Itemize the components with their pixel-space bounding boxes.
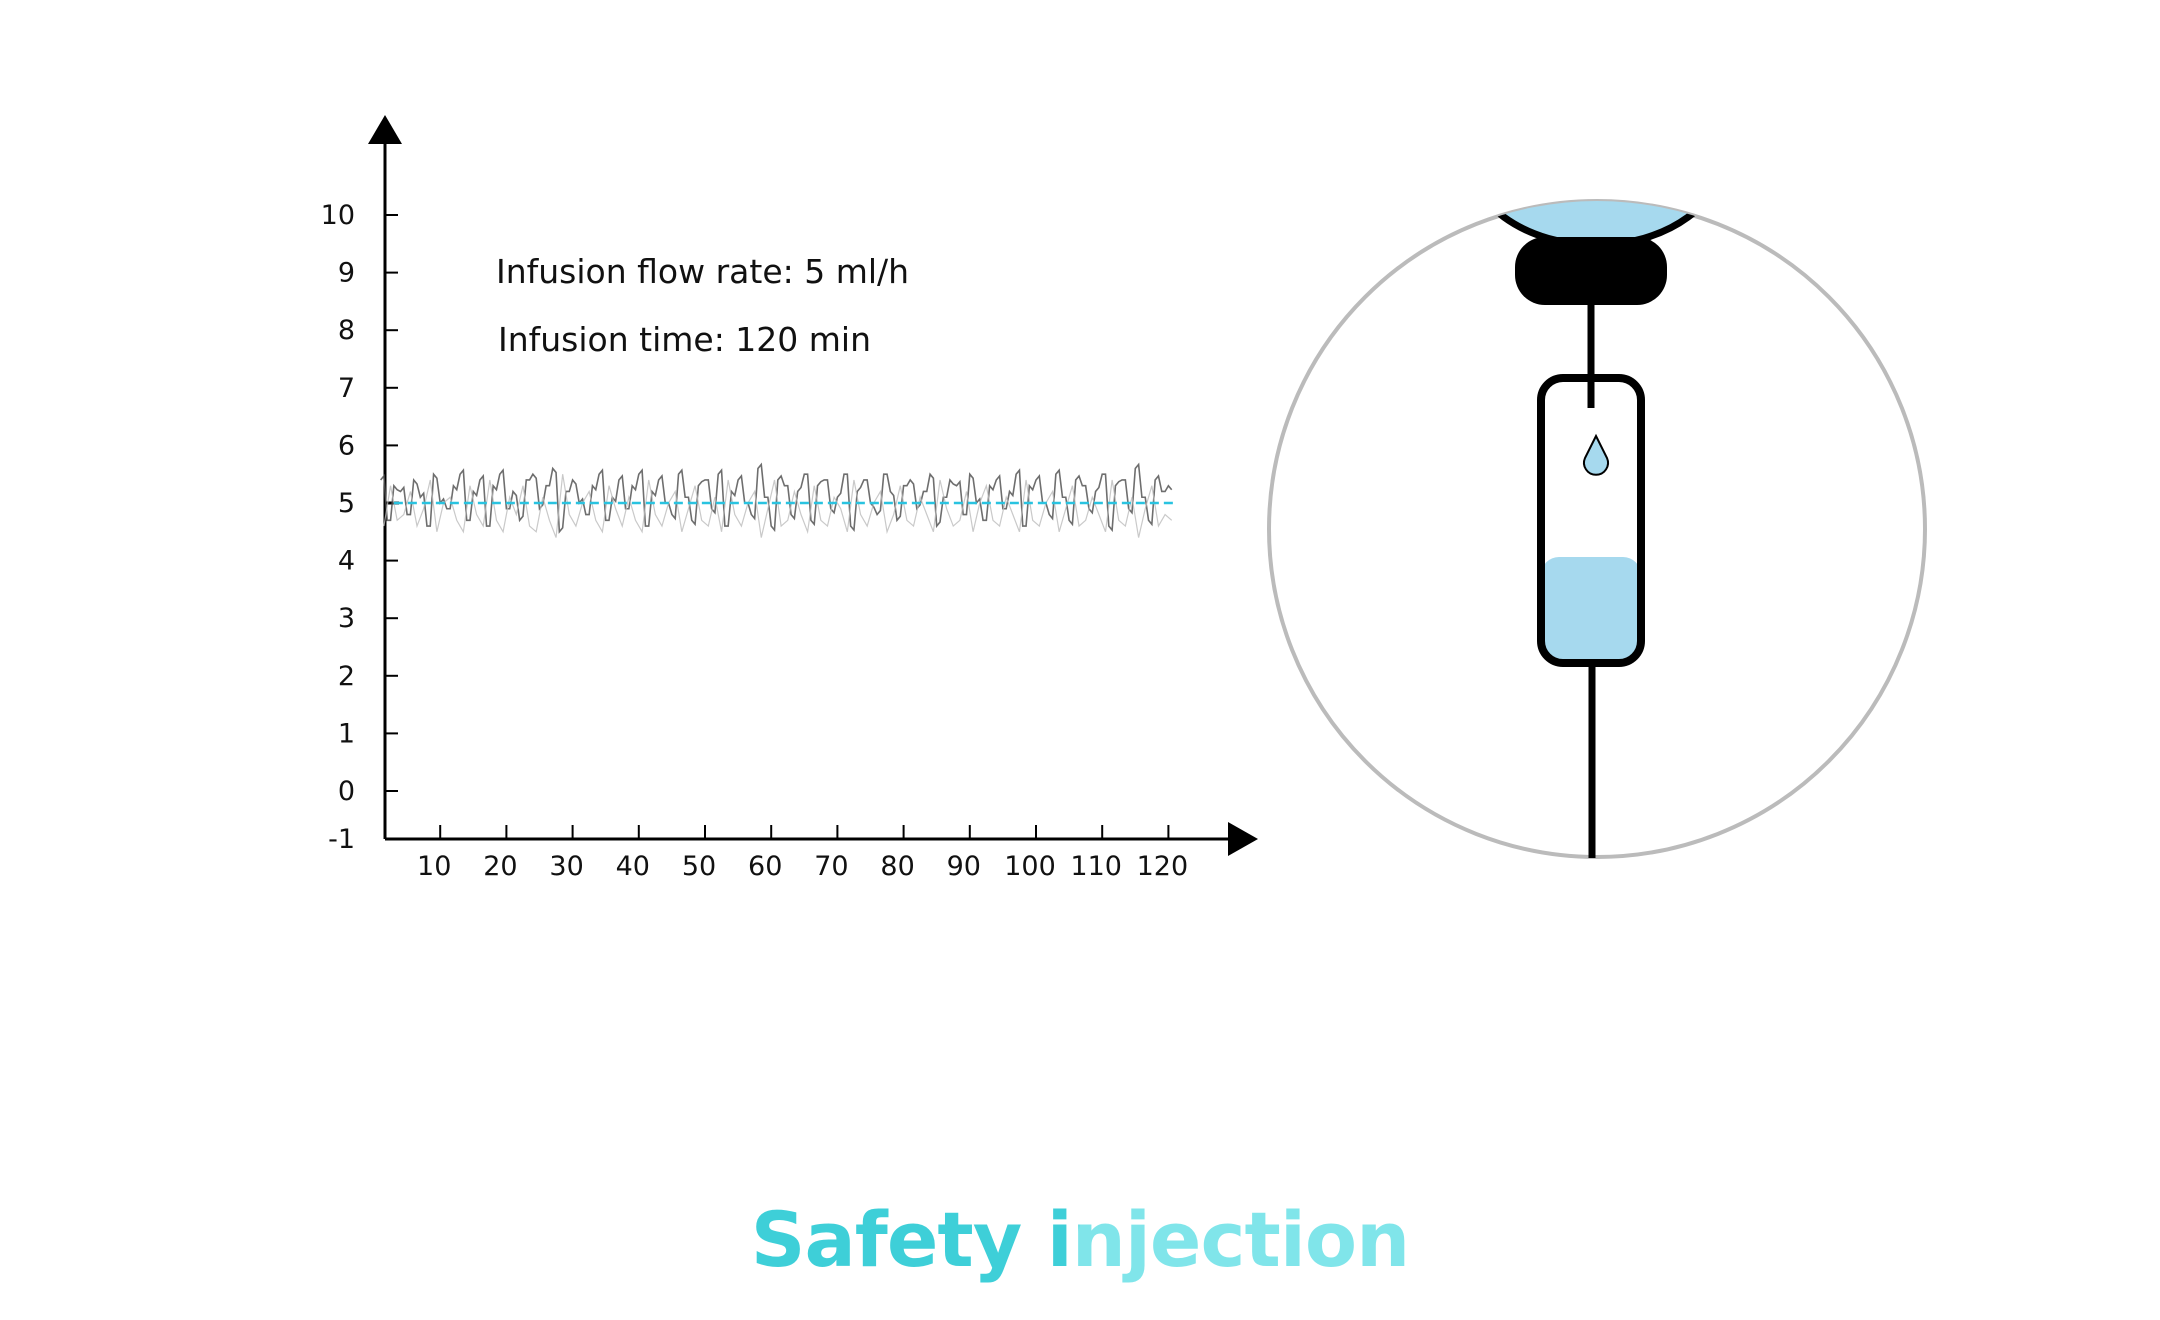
infusion-time-annotation: Infusion time: 120 min bbox=[498, 320, 872, 359]
y-tick-label: 6 bbox=[338, 430, 355, 461]
x-tick-label: 10 bbox=[417, 851, 451, 882]
y-tick-label: 0 bbox=[338, 776, 355, 807]
y-tick-label: 7 bbox=[338, 373, 355, 404]
y-tick-label: 1 bbox=[338, 718, 355, 749]
y-tick-label: 4 bbox=[338, 546, 355, 577]
x-axis-arrow bbox=[1228, 822, 1258, 856]
water-drop-icon bbox=[1583, 433, 1609, 476]
x-tick-label: 120 bbox=[1137, 851, 1189, 882]
bag-connector bbox=[1515, 237, 1667, 305]
y-tick-label: 9 bbox=[338, 258, 355, 289]
chart-series bbox=[380, 462, 1176, 538]
y-tick-label: 10 bbox=[321, 200, 355, 231]
y-tick-label: 2 bbox=[338, 661, 355, 692]
page-title: Safety injection bbox=[0, 1195, 2160, 1284]
x-tick-label: 90 bbox=[947, 851, 981, 882]
x-tick-label: 60 bbox=[748, 851, 782, 882]
x-tick-label: 110 bbox=[1070, 851, 1122, 882]
x-tick-label: 40 bbox=[616, 851, 650, 882]
x-tick-label: 20 bbox=[483, 851, 517, 882]
x-tick-label: 100 bbox=[1004, 851, 1056, 882]
y-tick-label: -1 bbox=[328, 824, 355, 855]
chart-axes bbox=[368, 115, 1258, 856]
title-text: Safety injection bbox=[750, 1195, 1410, 1284]
y-tick-label: 5 bbox=[338, 488, 355, 519]
x-tick-label: 30 bbox=[549, 851, 583, 882]
flow-rate-annotation: Infusion flow rate: 5 ml/h bbox=[496, 252, 910, 291]
x-tick-label: 50 bbox=[682, 851, 716, 882]
y-axis-arrow bbox=[368, 115, 402, 144]
x-tick-label: 80 bbox=[880, 851, 914, 882]
x-tick-label: 70 bbox=[814, 851, 848, 882]
iv-drip-illustration bbox=[1267, 199, 1927, 859]
iv-bag bbox=[1462, 201, 1730, 249]
chamber-fluid bbox=[1541, 557, 1641, 663]
y-tick-label: 3 bbox=[338, 603, 355, 634]
chart-ticks: -1 0 1 2 3 4 5 6 7 8 9 10 10 20 30 40 50 60 70 80 90 100 110 12… bbox=[321, 200, 1189, 882]
drip-chamber bbox=[1537, 374, 1645, 667]
measured-flow-line bbox=[380, 462, 1173, 534]
y-tick-label: 8 bbox=[338, 315, 355, 346]
